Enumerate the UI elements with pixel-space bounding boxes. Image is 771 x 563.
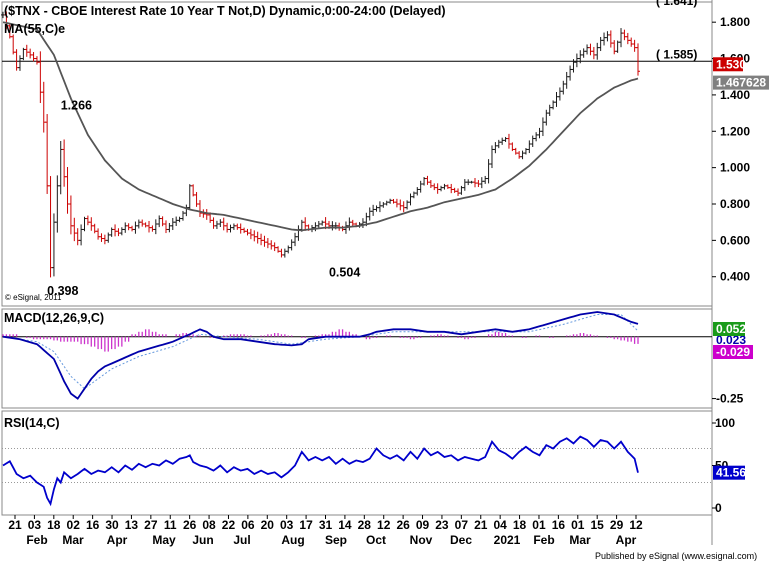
x-day-label: 18 — [513, 518, 527, 532]
x-day-label: 14 — [338, 518, 352, 532]
x-day-label: 02 — [67, 518, 81, 532]
x-day-label: 18 — [47, 518, 61, 532]
rsi-value-badge-bg — [713, 465, 745, 480]
x-day-label: 16 — [86, 518, 100, 532]
x-day-label: 08 — [202, 518, 216, 532]
x-day-label: 07 — [455, 518, 469, 532]
rsi-line — [2, 435, 639, 507]
macd-line — [2, 311, 639, 400]
price-annotation: 0.504 — [329, 266, 360, 280]
x-day-label: 17 — [299, 518, 313, 532]
price-y-tick-label: 0.600 — [720, 233, 750, 247]
price-y-tick-label: 0.400 — [720, 270, 750, 284]
rsi-label: RSI(14,C) — [4, 416, 60, 430]
x-day-label: 03 — [28, 518, 42, 532]
price-y-tick-label: 1.000 — [720, 161, 750, 175]
x-month-label: Jun — [192, 533, 213, 547]
x-day-label: 09 — [416, 518, 430, 532]
price-annotation: 0.398 — [47, 284, 78, 298]
x-day-label: 06 — [241, 518, 255, 532]
top-partial-label: ( 1.641) — [656, 0, 697, 8]
x-month-label: Sep — [325, 533, 347, 547]
macd-hist-badge-bg — [713, 345, 753, 359]
x-day-label: 12 — [629, 518, 643, 532]
x-month-label: Nov — [410, 533, 433, 547]
price-y-tick-label: 1.400 — [720, 88, 750, 102]
x-month-label: Mar — [569, 533, 591, 547]
x-month-label: Feb — [26, 533, 47, 547]
x-day-label: 20 — [261, 518, 275, 532]
rsi-value-badge: 41.56 — [716, 466, 746, 480]
macd-signal-line — [2, 314, 639, 390]
x-month-label: Dec — [450, 533, 472, 547]
rsi-panel-frame — [1, 410, 713, 516]
x-day-label: 26 — [396, 518, 410, 532]
axis-labels: 1.8001.6001.4001.2001.0000.8000.6000.400… — [8, 15, 769, 547]
price-y-tick-label: 1.200 — [720, 124, 750, 138]
price-panel-frame — [1, 1, 713, 307]
x-day-label: 01 — [532, 518, 546, 532]
price-annotation: 1.266 — [61, 98, 92, 112]
x-day-label: 26 — [183, 518, 197, 532]
x-day-label: 21 — [474, 518, 488, 532]
ma-current-badge-bg — [713, 75, 769, 90]
x-month-label: May — [152, 533, 176, 547]
x-day-label: 27 — [144, 518, 158, 532]
price-current-badge-bg — [713, 57, 743, 72]
macd-hist-badge: -0.029 — [716, 345, 750, 359]
chart-title: ($TNX - CBOE Interest Rate 10 Year T Not… — [4, 4, 446, 18]
macd-value-badge-bg — [713, 322, 745, 336]
macd-y-tick-label: -0.25 — [716, 392, 744, 406]
rsi-y-tick-label: 0 — [715, 501, 722, 515]
price-current-badge: 1.530 — [716, 57, 746, 71]
ma-label: MA(55,C)e — [4, 22, 65, 36]
ma-current-badge: 1.467628 — [716, 76, 766, 90]
x-day-label: 31 — [319, 518, 333, 532]
rsi-y-tick-label: 100 — [715, 416, 735, 430]
rsi-series — [2, 435, 712, 507]
x-day-label: 28 — [358, 518, 372, 532]
x-day-label: 30 — [105, 518, 119, 532]
x-day-label: 04 — [493, 518, 507, 532]
x-month-label: Feb — [533, 533, 554, 547]
x-day-label: 13 — [125, 518, 139, 532]
x-month-label: Aug — [281, 533, 304, 547]
x-month-label: Apr — [616, 533, 637, 547]
macd-label: MACD(12,26,9,C) — [4, 311, 104, 325]
price-series: ( 1.585) 1.266 0.398 0.504 — [1, 11, 712, 298]
x-day-label: 21 — [8, 518, 22, 532]
macd-series — [2, 311, 712, 400]
x-day-label: 22 — [222, 518, 236, 532]
x-day-label: 23 — [435, 518, 449, 532]
price-y-tick-label: 0.800 — [720, 197, 750, 211]
x-month-label: Jul — [233, 533, 250, 547]
macd-panel-frame — [1, 308, 713, 409]
x-day-label: 11 — [164, 518, 177, 532]
moving-average-line — [2, 21, 639, 232]
x-day-label: 01 — [571, 518, 585, 532]
footer-text: Published by eSignal (www.esignal.com) — [595, 551, 757, 561]
x-month-label: Oct — [366, 533, 386, 547]
x-day-label: 12 — [377, 518, 391, 532]
x-month-label: Mar — [62, 533, 84, 547]
x-day-label: 16 — [552, 518, 566, 532]
x-month-label: Apr — [107, 533, 128, 547]
x-day-label: 29 — [610, 518, 624, 532]
macd-value-badge: 0.052 — [716, 322, 746, 336]
copyright-text: © eSignal, 2011 — [5, 293, 62, 302]
price-y-tick-label: 1.800 — [720, 15, 750, 29]
x-month-label: 2021 — [494, 533, 521, 547]
x-day-label: 15 — [591, 518, 605, 532]
x-day-label: 03 — [280, 518, 294, 532]
macd-signal-value: 0.023 — [716, 333, 746, 347]
resistance-label: ( 1.585) — [656, 47, 697, 61]
